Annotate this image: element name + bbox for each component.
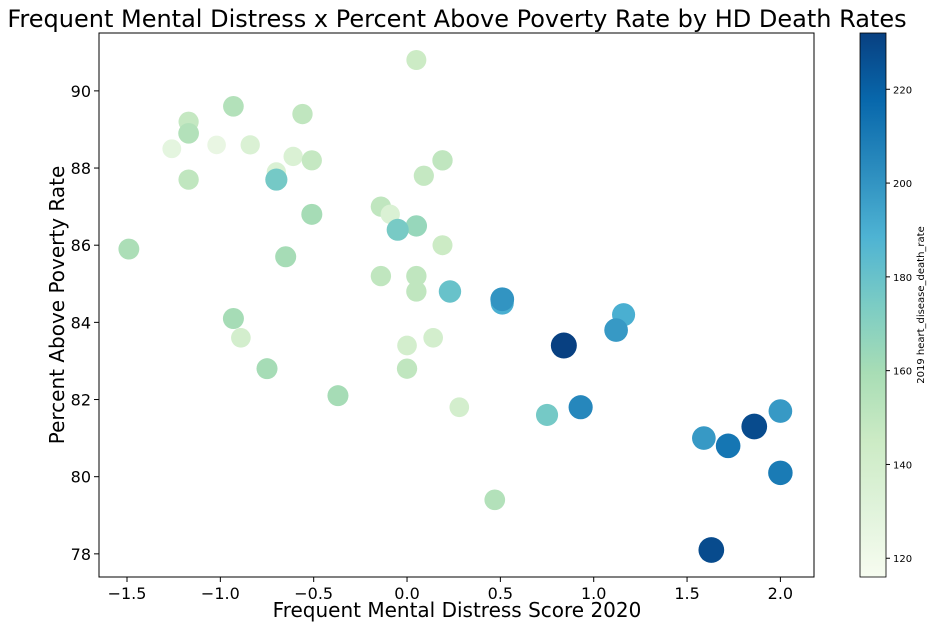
data-point (265, 168, 288, 191)
colorbar-tick-label: 180 (893, 273, 912, 284)
x-tick-label: −1.5 (108, 584, 147, 603)
data-point (301, 150, 322, 171)
y-tick-label: 82 (71, 391, 91, 410)
data-point (432, 150, 453, 171)
colorbar-tick-label: 160 (893, 367, 912, 378)
data-point (698, 537, 725, 563)
y-tick-label: 88 (71, 159, 91, 178)
data-point (256, 358, 278, 380)
data-point (231, 327, 251, 348)
data-point (768, 460, 793, 486)
data-point (692, 426, 716, 450)
data-point (301, 203, 323, 225)
y-tick-label: 86 (71, 236, 91, 255)
data-point (490, 287, 515, 312)
x-tick-label: 0.0 (394, 584, 419, 603)
x-tick-label: 0.5 (488, 584, 513, 603)
y-tick-label: 84 (71, 313, 91, 332)
data-point (223, 95, 244, 117)
data-point (283, 146, 303, 167)
y-tick-label: 90 (71, 82, 91, 101)
x-axis-label: Frequent Mental Distress Score 2020 (273, 598, 642, 622)
data-point (406, 281, 427, 302)
data-point (292, 103, 313, 125)
data-point (397, 335, 417, 356)
colorbar (859, 32, 887, 578)
data-point (535, 403, 559, 427)
x-tick-label: 2.0 (768, 584, 793, 603)
colorbar-tick-label: 120 (893, 554, 912, 565)
data-point (449, 397, 470, 418)
data-point (715, 433, 741, 459)
x-tick-label: 1.0 (581, 584, 606, 603)
data-point (396, 358, 418, 379)
x-tick-label: 1.5 (674, 584, 699, 603)
data-point (240, 135, 260, 155)
data-point (207, 135, 226, 155)
data-point (406, 265, 427, 287)
colorbar-tick-label: 140 (893, 460, 912, 471)
data-point (162, 139, 182, 159)
y-axis: 78 80 82 84 86 88 90 (71, 82, 99, 564)
x-tick-label: −1.0 (201, 584, 240, 603)
data-point (741, 413, 768, 440)
points-layer (118, 50, 793, 563)
x-tick-label: −0.5 (294, 584, 333, 603)
data-point (327, 385, 349, 407)
data-point (484, 489, 506, 511)
chart-title: Frequent Mental Distress x Percent Above… (7, 5, 906, 33)
y-axis-label: Percent Above Poverty Rate (45, 166, 69, 445)
data-point (438, 280, 462, 303)
colorbar-tick-label: 200 (893, 179, 912, 190)
data-point (405, 215, 428, 237)
data-point (550, 332, 577, 359)
data-point (178, 169, 199, 190)
plot-frame (98, 32, 815, 578)
data-point (222, 307, 244, 330)
data-point (423, 327, 443, 348)
data-point (604, 318, 628, 342)
y-tick-label: 78 (71, 545, 91, 564)
data-point (432, 235, 453, 256)
colorbar-tick-label: 220 (893, 85, 912, 96)
colorbar-label: 2019 heart_disease_death_rate (916, 226, 927, 383)
data-point (118, 238, 140, 260)
data-point (178, 122, 199, 144)
x-axis: −1.5 −1.0 −0.5 0.0 0.5 1.0 1.5 2.0 (108, 577, 793, 603)
data-point (370, 265, 392, 287)
data-point (413, 165, 434, 186)
y-tick-label: 80 (71, 468, 91, 487)
data-point (568, 395, 593, 420)
data-point (275, 246, 297, 268)
colorbar-axis: 120 140 160 180 200 220 (886, 85, 912, 565)
data-point (386, 218, 409, 241)
data-point (768, 399, 793, 423)
data-point (406, 50, 427, 71)
